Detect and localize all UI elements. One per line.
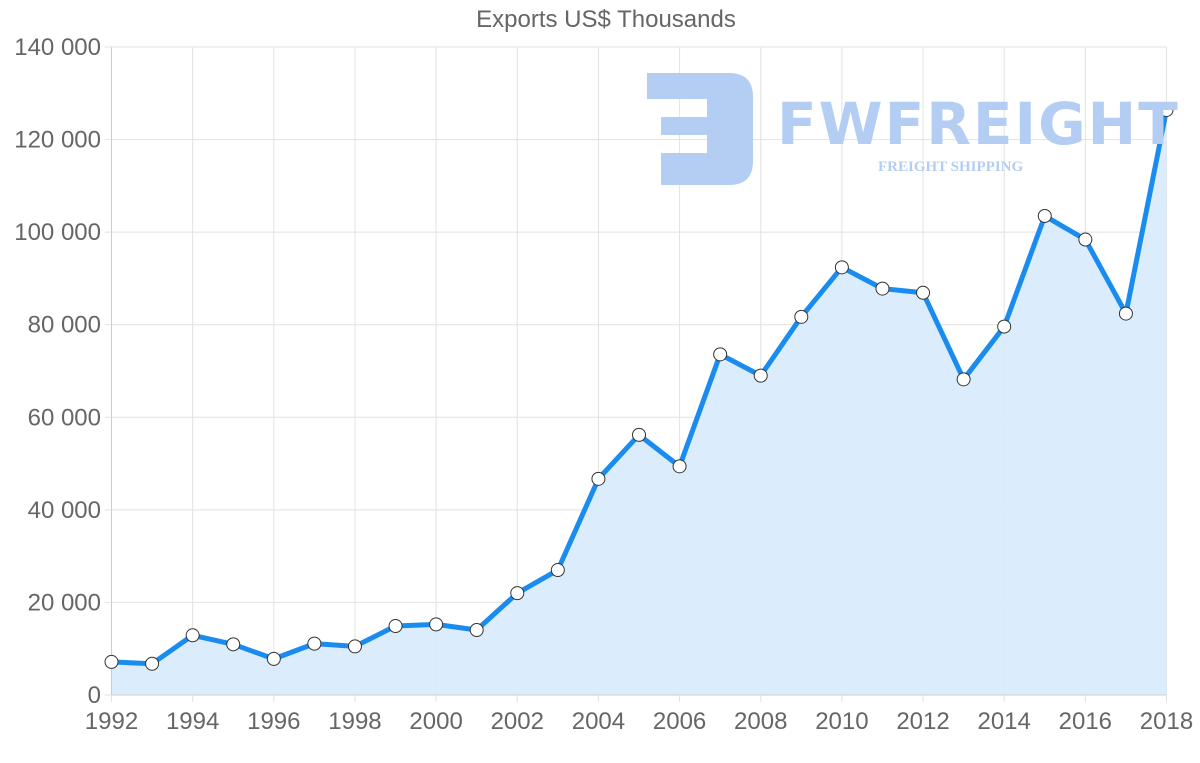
data-point-marker[interactable] [997,319,1012,334]
data-point-marker[interactable] [713,347,728,362]
x-tick-label: 1998 [328,708,381,735]
x-tick-label: 2018 [1140,708,1193,735]
y-tick-label: 40 000 [28,497,101,524]
x-tick-label: 1992 [85,708,138,735]
data-point-marker[interactable] [834,260,849,275]
x-tick-label: 2014 [977,708,1030,735]
data-point-marker[interactable] [429,617,444,632]
x-axis-ticks: 1992 1994 1996 1998 2000 2002 2004 2006 2008 2010… [85,695,1193,735]
data-point-marker[interactable] [956,372,971,387]
data-point-marker[interactable] [632,427,646,442]
x-tick-label: 2016 [1059,708,1112,735]
y-tick-label: 20 000 [28,589,101,616]
x-tick-label: 1996 [247,708,300,735]
data-point-marker[interactable] [104,654,119,669]
data-point-marker[interactable] [510,586,525,601]
data-point-marker[interactable] [1078,232,1093,247]
axes [111,47,1167,696]
y-tick-label: 140 000 [14,34,101,61]
data-point-marker[interactable] [753,368,768,383]
data-point-marker[interactable] [266,651,281,666]
y-tick-label: 80 000 [28,312,101,339]
x-tick-label: 1994 [166,708,219,735]
y-tick-label: 100 000 [14,219,101,246]
data-point-marker[interactable] [591,471,606,486]
x-tick-label: 2006 [653,708,706,735]
data-point-marker[interactable] [185,628,200,643]
data-point-marker[interactable] [388,619,403,634]
x-tick-label: 2002 [491,708,544,735]
y-tick-label: 120 000 [14,127,101,154]
x-tick-label: 2004 [572,708,625,735]
x-tick-label: 2008 [734,708,787,735]
data-point-marker[interactable] [875,281,890,296]
data-point-marker[interactable] [550,563,565,578]
x-tick-label: 2012 [896,708,949,735]
x-tick-label: 2010 [815,708,868,735]
data-point-marker[interactable] [1037,208,1052,223]
data-point-marker[interactable] [672,459,687,474]
data-point-marker[interactable] [469,622,484,637]
data-point-marker[interactable] [347,639,362,654]
data-point-marker[interactable] [145,656,160,671]
area-fill [111,109,1167,696]
y-axis-ticks: 0 20 000 40 000 60 000 80 000 100 000 120 000 1… [14,34,112,709]
data-point-marker[interactable] [226,637,241,652]
data-point-marker[interactable] [794,309,809,324]
data-point-marker[interactable] [1118,306,1133,321]
data-point-marker[interactable] [916,285,931,300]
y-tick-label: 60 000 [28,404,101,431]
data-points [104,102,1174,671]
data-point-marker[interactable] [307,636,322,651]
data-point-marker[interactable] [1159,102,1174,117]
x-tick-label: 2000 [409,708,462,735]
chart-title: Exports US$ Thousands [476,6,736,33]
y-tick-label: 0 [88,682,101,709]
